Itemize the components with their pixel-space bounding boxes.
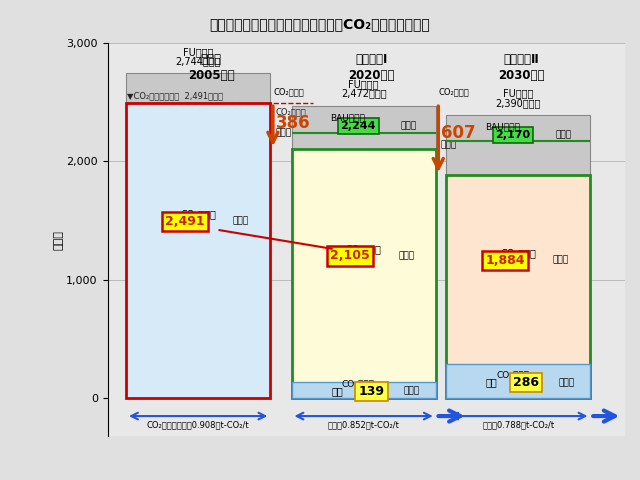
Text: 2005年度: 2005年度 [188, 69, 234, 82]
Text: 万トン: 万トン [404, 387, 420, 396]
Text: CO₂削減量: CO₂削減量 [273, 87, 304, 96]
Text: 万トン: 万トン [441, 141, 457, 150]
Bar [446, 364, 590, 398]
Text: 286: 286 [513, 376, 540, 389]
Text: 1,884: 1,884 [485, 254, 525, 267]
Text: ▼CO₂排出量レベル  2,491万トン: ▼CO₂排出量レベル 2,491万トン [127, 91, 223, 100]
Text: 図表２　「低炭素社会実行計画」のCO₂削減量について: 図表２ 「低炭素社会実行計画」のCO₂削減量について [210, 17, 430, 31]
Text: 目標　0.852　t-CO₂/t: 目標 0.852 t-CO₂/t [328, 420, 399, 429]
Bar [446, 115, 590, 175]
Text: 万トン: 万トン [233, 217, 249, 226]
Text: CO₂排出原単位　0.908　t-CO₂/t: CO₂排出原単位 0.908 t-CO₂/t [147, 420, 250, 429]
Text: 2030年度: 2030年度 [499, 69, 545, 82]
Text: 基準年: 基準年 [200, 53, 221, 66]
Text: 2,244: 2,244 [340, 121, 376, 131]
Text: CO₂削減量: CO₂削減量 [276, 108, 307, 117]
Text: FU生産量: FU生産量 [503, 89, 534, 99]
Bar [292, 382, 436, 398]
Text: 2,105: 2,105 [330, 250, 370, 263]
Text: 386: 386 [276, 114, 310, 132]
Text: 目標: 目標 [331, 386, 343, 396]
Text: CO₂排出量: CO₂排出量 [346, 244, 381, 254]
Bar [446, 175, 590, 398]
Bar [292, 106, 436, 149]
Text: CO₂削減量: CO₂削減量 [439, 87, 470, 96]
Text: CO₂削減量: CO₂削減量 [497, 371, 529, 379]
Text: 目標　0.788　t-CO₂/t: 目標 0.788 t-CO₂/t [483, 420, 554, 429]
Text: 万トン: 万トン [553, 256, 569, 265]
Text: 139: 139 [358, 385, 385, 398]
Text: 2,170: 2,170 [495, 130, 531, 140]
Text: 万トン: 万トン [558, 378, 575, 387]
Text: 万トン: 万トン [398, 252, 414, 261]
Text: 万トン: 万トン [401, 121, 417, 131]
Text: CO₂排出量: CO₂排出量 [500, 248, 536, 258]
Text: 607: 607 [441, 124, 476, 142]
Text: CO₂削減量: CO₂削減量 [342, 379, 375, 388]
Text: FU生産量: FU生産量 [348, 79, 379, 89]
Y-axis label: 万トン: 万トン [53, 229, 63, 250]
Text: BAU排出量: BAU排出量 [330, 114, 365, 123]
Text: 2,491: 2,491 [165, 215, 205, 228]
Text: フェーズⅠ: フェーズⅠ [355, 53, 388, 66]
Bar [292, 149, 436, 398]
Text: 2,744万トン: 2,744万トン [175, 56, 221, 66]
Text: フェーズⅡ: フェーズⅡ [504, 53, 540, 66]
Bar [126, 73, 270, 103]
Text: 目標: 目標 [486, 378, 497, 387]
Text: 万トン: 万トン [556, 130, 572, 139]
Text: 万トン: 万トン [276, 129, 292, 138]
Bar [126, 103, 270, 398]
Text: FU生産量: FU生産量 [183, 47, 213, 57]
Text: 2,390万トン: 2,390万トン [495, 98, 541, 108]
Text: 2,472万トン: 2,472万トン [340, 88, 387, 98]
Text: 2020年度: 2020年度 [348, 69, 395, 82]
Text: CO₂排出量: CO₂排出量 [180, 209, 216, 219]
Text: BAU排出量: BAU排出量 [485, 122, 520, 132]
